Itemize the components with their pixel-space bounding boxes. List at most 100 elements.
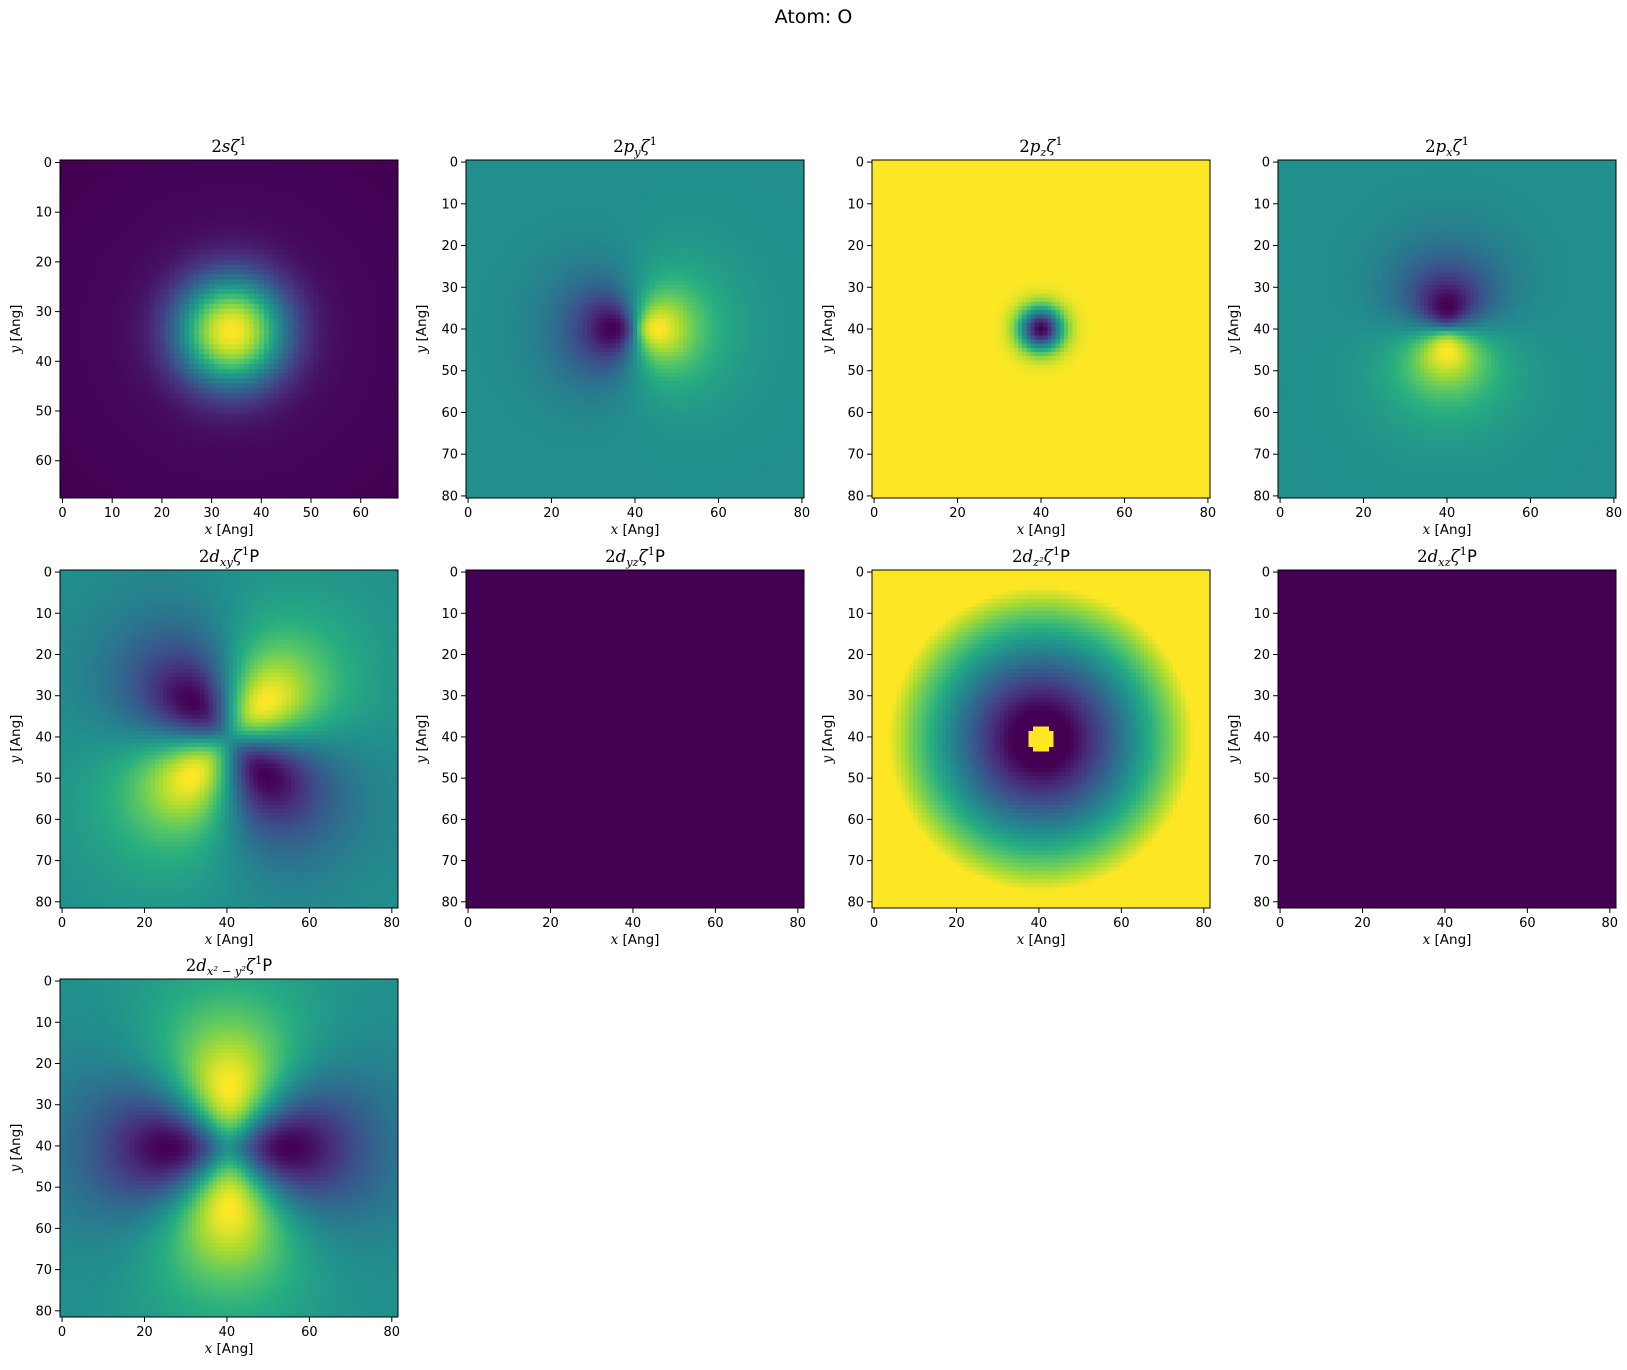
x-tick-label: 80 — [790, 916, 807, 931]
y-tick-label: 30 — [35, 689, 52, 704]
subplot-svg: 2pxζ1 0 20 40 60 80 0 10 20 30 40 50 60 70 80 x [Ang] y … — [1226, 134, 1623, 538]
x-tick-label: 60 — [1113, 916, 1130, 931]
figure-title: Atom: O — [774, 6, 853, 28]
subplot-py: 2pyζ1 0 20 40 60 80 0 10 20 30 40 50 60 70 80 x [Ang] y … — [406, 130, 816, 538]
x-tick-label: 60 — [352, 506, 369, 521]
heatmap-image — [1278, 160, 1616, 498]
y-tick-label: 30 — [847, 689, 864, 704]
subplot-title: 2sζ1 — [211, 134, 246, 156]
y-tick-label: 30 — [847, 281, 864, 296]
x-tick-label: 20 — [543, 506, 560, 521]
x-tick-label: 60 — [301, 1325, 318, 1340]
y-tick-label: 70 — [35, 1263, 52, 1278]
x-tick-label: 80 — [384, 916, 401, 931]
x-tick-label: 40 — [253, 506, 270, 521]
subplot-dyz: 2dyzζ1P 0 20 40 60 80 0 10 20 30 40 50 60 70 80 x [Ang]… — [406, 540, 816, 948]
y-tick-label: 10 — [35, 206, 52, 221]
heatmap-image — [60, 979, 398, 1317]
y-axis-label: y [Ang] — [8, 1124, 24, 1174]
y-tick-label: 20 — [1253, 239, 1270, 254]
y-tick-label: 50 — [35, 1181, 52, 1196]
x-axis-label: x [Ang] — [611, 522, 660, 538]
y-axis-label: y [Ang] — [1226, 305, 1242, 355]
y-tick-label: 60 — [35, 813, 52, 828]
x-axis-label: x [Ang] — [1017, 522, 1066, 538]
x-axis-label: x [Ang] — [1017, 932, 1066, 948]
x-tick-label: 80 — [1606, 506, 1623, 521]
x-axis-label: x [Ang] — [1423, 522, 1472, 538]
y-tick-label: 0 — [44, 566, 52, 581]
x-tick-label: 80 — [384, 1325, 401, 1340]
y-tick-label: 60 — [35, 1222, 52, 1237]
y-tick-label: 40 — [441, 730, 458, 745]
y-tick-label: 10 — [1253, 197, 1270, 212]
subplot-svg: 2pyζ1 0 20 40 60 80 0 10 20 30 40 50 60 70 80 x [Ang] y … — [414, 134, 810, 538]
x-tick-label: 20 — [136, 1325, 153, 1340]
subplot-svg: 2dz²ζ1P 0 20 40 60 80 0 10 20 30 40 50 60 70 80 x [Ang]… — [820, 544, 1212, 948]
y-tick-label: 60 — [35, 454, 52, 469]
axes-frame — [871, 569, 1211, 909]
heatmap-image — [872, 160, 1210, 498]
y-tick-label: 50 — [1253, 364, 1270, 379]
y-tick-label: 20 — [441, 648, 458, 663]
x-tick-label: 40 — [219, 1325, 236, 1340]
subplot-dxz: 2dxzζ1P 0 20 40 60 80 0 10 20 30 40 50 60 70 80 x [Ang]… — [1218, 540, 1627, 948]
y-tick-label: 30 — [441, 281, 458, 296]
subplot-dz2: 2dz²ζ1P 0 20 40 60 80 0 10 20 30 40 50 60 70 80 x [Ang]… — [812, 540, 1222, 948]
y-tick-label: 10 — [35, 607, 52, 622]
y-tick-label: 40 — [1253, 323, 1270, 338]
y-tick-label: 50 — [441, 772, 458, 787]
y-tick-label: 40 — [1253, 730, 1270, 745]
axes-frame — [59, 569, 399, 909]
x-tick-label: 60 — [1519, 916, 1536, 931]
heatmap-image — [60, 160, 398, 498]
y-tick-label: 0 — [44, 975, 52, 990]
x-tick-label: 80 — [1602, 916, 1619, 931]
y-tick-label: 80 — [847, 895, 864, 910]
y-tick-label: 0 — [44, 156, 52, 171]
x-tick-label: 20 — [1355, 506, 1372, 521]
axes-frame — [1277, 569, 1617, 909]
y-tick-label: 70 — [1253, 448, 1270, 463]
x-tick-label: 20 — [136, 916, 153, 931]
heatmap-image — [466, 160, 804, 498]
y-tick-label: 70 — [35, 854, 52, 869]
y-tick-label: 0 — [856, 566, 864, 581]
x-tick-label: 0 — [870, 916, 878, 931]
y-tick-label: 0 — [1262, 156, 1270, 171]
subplot-px: 2pxζ1 0 20 40 60 80 0 10 20 30 40 50 60 70 80 x [Ang] y … — [1218, 130, 1627, 538]
y-tick-label: 40 — [441, 323, 458, 338]
y-tick-label: 80 — [35, 895, 52, 910]
subplot-title: 2dx² − y²ζ1P — [186, 953, 273, 978]
y-tick-label: 10 — [1253, 607, 1270, 622]
y-axis-label: y [Ang] — [414, 305, 430, 355]
y-axis-label: y [Ang] — [820, 715, 836, 765]
x-tick-label: 50 — [303, 506, 320, 521]
y-tick-label: 60 — [1253, 406, 1270, 421]
y-tick-label: 30 — [1253, 689, 1270, 704]
axes-frame — [465, 569, 805, 909]
subplot-svg: 2sζ1 0 10 20 30 40 50 60 0 10 20 30 40 50 60 x [Ang] y [… — [8, 134, 399, 538]
y-tick-label: 40 — [35, 730, 52, 745]
y-tick-label: 80 — [1253, 489, 1270, 504]
y-tick-label: 50 — [847, 364, 864, 379]
subplot-title: 2dz²ζ1P — [1012, 544, 1070, 569]
subplot-title: 2pzζ1 — [1019, 134, 1062, 159]
y-tick-label: 40 — [847, 323, 864, 338]
axes-frame — [59, 159, 399, 499]
y-tick-label: 50 — [35, 772, 52, 787]
x-tick-label: 40 — [219, 916, 236, 931]
subplot-dxy: 2dxyζ1P 0 20 40 60 80 0 10 20 30 40 50 60 70 80 x [Ang]… — [0, 540, 410, 948]
y-tick-label: 0 — [856, 156, 864, 171]
y-tick-label: 20 — [35, 648, 52, 663]
y-tick-label: 50 — [1253, 772, 1270, 787]
x-tick-label: 0 — [1276, 506, 1284, 521]
subplot-2s: 2sζ1 0 10 20 30 40 50 60 0 10 20 30 40 50 60 x [Ang] y [… — [0, 130, 410, 538]
x-tick-label: 40 — [1437, 916, 1454, 931]
y-tick-label: 80 — [441, 489, 458, 504]
y-tick-label: 50 — [441, 364, 458, 379]
x-tick-label: 0 — [870, 506, 878, 521]
subplot-title: 2pxζ1 — [1425, 134, 1469, 159]
y-tick-label: 20 — [847, 239, 864, 254]
subplot-title: 2pyζ1 — [613, 134, 657, 159]
